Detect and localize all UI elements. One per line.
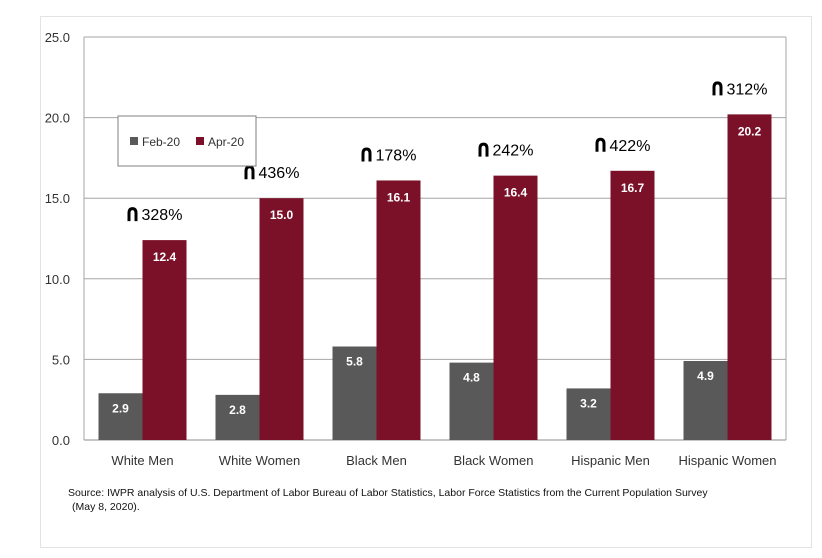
percent-change-label: 242% (493, 143, 534, 160)
data-label-apr-20: 16.1 (387, 190, 411, 204)
percent-change-label: 178% (376, 147, 417, 164)
up-arrow-icon (361, 147, 372, 162)
percent-change-label: 328% (142, 207, 183, 224)
data-label-feb-20: 4.8 (463, 371, 480, 385)
up-arrow-icon (127, 207, 138, 222)
data-label-apr-20: 15.0 (270, 208, 294, 222)
up-arrow-icon (712, 81, 723, 96)
data-label-feb-20: 4.9 (697, 369, 714, 383)
data-label-feb-20: 5.8 (346, 355, 363, 369)
legend-label-feb-20: Feb-20 (142, 135, 180, 149)
up-arrow-icon (595, 137, 606, 152)
data-label-apr-20: 16.4 (504, 186, 528, 200)
legend-swatch-apr-20 (196, 137, 204, 145)
x-tick-label: White Women (219, 453, 300, 468)
source-line-2: (May 8, 2020). (72, 501, 140, 513)
data-label-feb-20: 3.2 (580, 396, 597, 410)
percent-change-label: 436% (259, 165, 300, 182)
legend-box (117, 115, 257, 167)
bar-apr-20 (727, 114, 772, 440)
bar-feb-20 (566, 388, 611, 440)
data-label-feb-20: 2.9 (112, 401, 129, 415)
bar-apr-20 (142, 240, 187, 440)
x-tick-label: White Men (111, 453, 173, 468)
x-tick-label: Hispanic Men (571, 453, 650, 468)
x-tick-label: Black Men (346, 453, 407, 468)
x-tick-label: Black Women (454, 453, 534, 468)
y-tick-label: 0.0 (52, 433, 70, 448)
bar-feb-20 (98, 393, 143, 440)
source-line-1: Source: IWPR analysis of U.S. Department… (68, 487, 708, 499)
percent-change-label: 422% (610, 138, 651, 155)
bar-feb-20 (332, 346, 377, 440)
bar-feb-20 (449, 362, 494, 440)
legend-label-apr-20: Apr-20 (208, 135, 244, 149)
y-tick-label: 10.0 (45, 272, 70, 287)
bar-apr-20 (610, 170, 655, 440)
y-tick-label: 20.0 (45, 111, 70, 126)
bar-feb-20 (683, 361, 728, 440)
x-tick-label: Hispanic Women (678, 453, 776, 468)
legend-swatch-feb-20 (130, 137, 138, 145)
bar-apr-20 (493, 175, 538, 440)
data-label-apr-20: 12.4 (153, 250, 177, 264)
source-note: Source: IWPR analysis of U.S. Department… (68, 486, 758, 514)
y-tick-label: 25.0 (45, 30, 70, 45)
bar-apr-20 (259, 198, 304, 440)
data-label-apr-20: 20.2 (738, 124, 762, 138)
up-arrow-icon (244, 165, 255, 180)
data-label-feb-20: 2.8 (229, 403, 246, 417)
y-tick-label: 5.0 (52, 352, 70, 367)
percent-change-label: 312% (727, 81, 768, 98)
bar-feb-20 (215, 394, 260, 440)
bar-apr-20 (376, 180, 421, 440)
up-arrow-icon (478, 142, 489, 157)
data-label-apr-20: 16.7 (621, 181, 645, 195)
y-tick-label: 15.0 (45, 191, 70, 206)
